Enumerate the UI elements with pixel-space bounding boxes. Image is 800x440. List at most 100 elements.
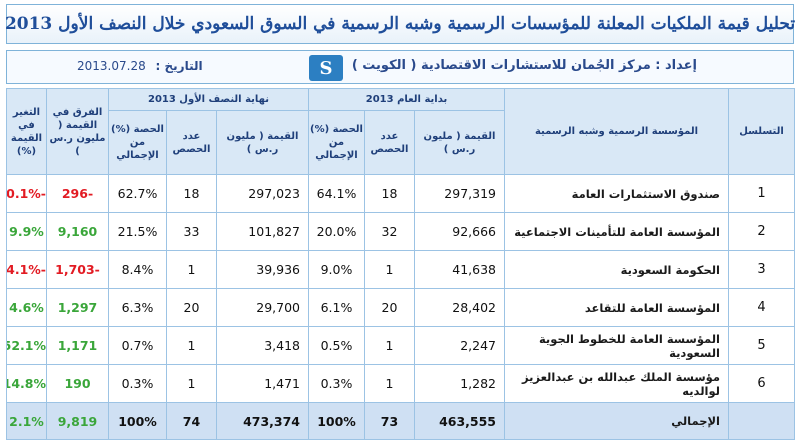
row-start-value: 297,319 — [414, 174, 505, 213]
total-change-pct: 2.1% — [6, 402, 47, 440]
total-institution-name: الإجمالي — [504, 402, 729, 440]
row-end-value: 297,023 — [216, 174, 309, 213]
row-start-pct: 9.0% — [308, 250, 365, 289]
table-row: 4 المؤسسة العامة للتقاعد 28,402 20 6.1% 29,70… — [6, 288, 795, 327]
header-end-shares: عدد الحصص — [166, 110, 217, 175]
row-end-shares: 33 — [166, 212, 217, 251]
row-end-value: 3,418 — [216, 326, 309, 365]
header-institution: المؤسسة الرسمية وشبه الرسمية — [504, 88, 729, 175]
row-start-value: 92,666 — [414, 212, 505, 251]
row-institution-name: المؤسسة العامة للتأمينات الاجتماعية — [504, 212, 729, 251]
row-end-shares: 20 — [166, 288, 217, 327]
date-field: 2013.07.28 التاريخ : — [77, 59, 203, 73]
row-end-pct: 62.7% — [108, 174, 167, 213]
row-end-pct: 8.4% — [108, 250, 167, 289]
total-start-shares: 73 — [364, 402, 415, 440]
header-end-value: القيمة ( مليون ر.س ) — [216, 110, 309, 175]
info-bar: إعداد : مركز الجُمان للاستشارات الاقتصاد… — [6, 50, 794, 84]
row-end-shares: 18 — [166, 174, 217, 213]
row-start-value: 1,282 — [414, 364, 505, 403]
row-index: 2 — [728, 212, 795, 251]
report-date: 2013.07.28 — [77, 59, 146, 73]
row-diff-value: 190 — [46, 364, 109, 403]
row-diff-value: -1,703 — [46, 250, 109, 289]
row-end-value: 29,700 — [216, 288, 309, 327]
total-blank-cell — [728, 402, 795, 440]
row-institution-name: المؤسسة العامة للخطوط الجوية السعودية — [504, 326, 729, 365]
row-index: 4 — [728, 288, 795, 327]
row-start-value: 28,402 — [414, 288, 505, 327]
row-institution-name: مؤسسة الملك عبدالله بن عبدالعزيز لوالديه — [504, 364, 729, 403]
row-start-shares: 32 — [364, 212, 415, 251]
row-start-shares: 1 — [364, 326, 415, 365]
row-end-value: 1,471 — [216, 364, 309, 403]
row-diff-value: 9,160 — [46, 212, 109, 251]
row-index: 1 — [728, 174, 795, 213]
logo-glyph: S — [319, 57, 333, 79]
row-end-shares: 1 — [166, 364, 217, 403]
row-change-pct: 52.1% — [6, 326, 47, 365]
row-start-shares: 1 — [364, 250, 415, 289]
table-row: 5 المؤسسة العامة للخطوط الجوية السعودية 2,… — [6, 326, 795, 365]
header-end-pct: الحصة (%) من الإجمالي — [108, 110, 167, 175]
report-page: تحليل قيمة الملكيات المعلنة للمؤسسات الر… — [4, 4, 796, 440]
report-title: تحليل قيمة الملكيات المعلنة للمؤسسات الر… — [4, 14, 796, 34]
row-diff-value: 1,297 — [46, 288, 109, 327]
table-row: 1 صندوق الاستثمارات العامة 297,319 18 64.1% 2… — [6, 174, 795, 213]
total-end-value: 473,374 — [216, 402, 309, 440]
row-diff-value: 1,171 — [46, 326, 109, 365]
row-end-pct: 0.3% — [108, 364, 167, 403]
row-end-value: 101,827 — [216, 212, 309, 251]
header-change-pct: التغير في القيمة (%) — [6, 88, 47, 175]
row-diff-value: -296 — [46, 174, 109, 213]
total-diff-value: 9,819 — [46, 402, 109, 440]
table-row: 2 المؤسسة العامة للتأمينات الاجتماعية 92,6… — [6, 212, 795, 251]
row-institution-name: المؤسسة العامة للتقاعد — [504, 288, 729, 327]
header-diff-value: الفرق في القيمة ( مليون ر.س ) — [46, 88, 109, 175]
row-start-value: 2,247 — [414, 326, 505, 365]
date-label: التاريخ : — [155, 59, 203, 73]
row-index: 3 — [728, 250, 795, 289]
row-end-pct: 21.5% — [108, 212, 167, 251]
row-end-shares: 1 — [166, 250, 217, 289]
row-start-pct: 20.0% — [308, 212, 365, 251]
publisher-logo-icon: S — [309, 55, 343, 81]
header-start-group: بداية العام 2013 — [308, 88, 505, 111]
row-start-pct: 0.3% — [308, 364, 365, 403]
row-start-pct: 64.1% — [308, 174, 365, 213]
header-start-value: القيمة ( مليون ر.س ) — [414, 110, 505, 175]
row-institution-name: صندوق الاستثمارات العامة — [504, 174, 729, 213]
title-bar: تحليل قيمة الملكيات المعلنة للمؤسسات الر… — [4, 4, 796, 44]
prepared-by: إعداد : مركز الجُمان للاستشارات الاقتصاد… — [351, 58, 697, 73]
row-end-shares: 1 — [166, 326, 217, 365]
row-start-shares: 1 — [364, 364, 415, 403]
header-start-pct: الحصة (%) من الإجمالي — [308, 110, 365, 175]
row-end-pct: 0.7% — [108, 326, 167, 365]
total-start-value: 463,555 — [414, 402, 505, 440]
holdings-table: التسلسل المؤسسة الرسمية وشبه الرسمية بدا… — [6, 88, 795, 440]
row-start-value: 41,638 — [414, 250, 505, 289]
row-start-pct: 6.1% — [308, 288, 365, 327]
header-serial: التسلسل — [728, 88, 795, 175]
total-end-pct: 100% — [108, 402, 167, 440]
total-end-shares: 74 — [166, 402, 217, 440]
row-change-pct: 9.9% — [6, 212, 47, 251]
row-start-shares: 18 — [364, 174, 415, 213]
row-change-pct: 4.6% — [6, 288, 47, 327]
row-index: 6 — [728, 364, 795, 403]
row-institution-name: الحكومة السعودية — [504, 250, 729, 289]
row-change-pct: -0.1% — [6, 174, 47, 213]
row-start-shares: 20 — [364, 288, 415, 327]
table-row: 6 مؤسسة الملك عبدالله بن عبدالعزيز لوالدي… — [6, 364, 795, 403]
row-change-pct: -4.1% — [6, 250, 47, 289]
row-start-pct: 0.5% — [308, 326, 365, 365]
table-row: 3 الحكومة السعودية 41,638 1 9.0% 39,936 1 8.4% -… — [6, 250, 795, 289]
row-end-value: 39,936 — [216, 250, 309, 289]
row-change-pct: 14.8% — [6, 364, 47, 403]
header-start-shares: عدد الحصص — [364, 110, 415, 175]
header-end-group: نهاية النصف الأول 2013 — [108, 88, 309, 111]
total-start-pct: 100% — [308, 402, 365, 440]
row-end-pct: 6.3% — [108, 288, 167, 327]
total-row: الإجمالي 463,555 73 100% 473,374 74 100% 9,819 2… — [6, 402, 795, 440]
row-index: 5 — [728, 326, 795, 365]
